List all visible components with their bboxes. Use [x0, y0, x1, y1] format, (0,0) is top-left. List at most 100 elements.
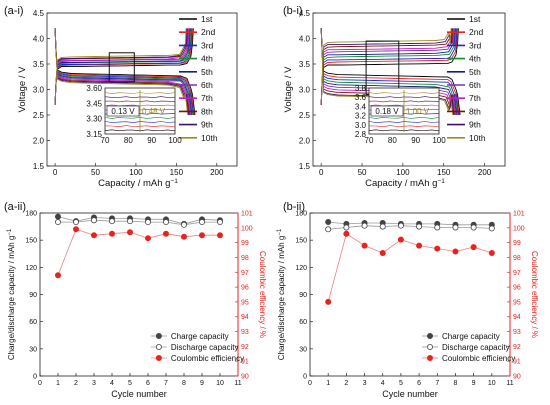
series-line	[328, 221, 492, 226]
legend-label: 2nd	[201, 27, 215, 37]
inset-y-tick-label: 3.8	[355, 84, 367, 93]
x-tick-label: 50	[91, 168, 100, 177]
legend-swatch-marker	[426, 332, 433, 339]
data-point	[216, 232, 223, 239]
data-point	[55, 272, 62, 279]
charge-curve	[320, 28, 454, 105]
y-right-axis-label: Coulombic efficiency / %	[258, 251, 267, 338]
data-point	[144, 235, 151, 242]
charge-curve	[320, 28, 458, 105]
legend-label: 5th	[201, 67, 213, 77]
x-tick-label: 10	[488, 380, 496, 387]
data-point	[452, 248, 459, 255]
data-point	[127, 218, 134, 225]
data-point	[361, 222, 368, 229]
y-right-tick-label: 99	[241, 240, 249, 247]
x-tick-label: 50	[358, 168, 367, 177]
y-tick-label: 4.5	[33, 9, 45, 18]
y-tick-label: 3.0	[299, 86, 311, 95]
x-tick-label: 7	[435, 380, 439, 387]
data-point	[488, 225, 495, 232]
inset-x-tick-label: 80	[388, 136, 397, 145]
legend-label: 7th	[469, 93, 481, 103]
x-axis-label: Capacity / mAh g−1	[98, 178, 178, 189]
charge-curve	[54, 28, 193, 105]
y-right-tick-label: 96	[241, 285, 249, 292]
y-tick-label: 1.5	[33, 162, 45, 171]
x-tick-label: 2	[74, 380, 78, 387]
data-point	[162, 230, 169, 237]
discharge-curve	[54, 28, 193, 116]
x-tick-label: 10	[216, 380, 224, 387]
legend-swatch-marker	[155, 343, 162, 350]
charge-curve	[54, 28, 194, 105]
y-tick-label: 2.5	[33, 111, 45, 120]
y-tick-label: 150	[25, 238, 37, 245]
x-tick-label: 2	[344, 380, 348, 387]
y-right-tick-label: 93	[241, 329, 249, 336]
data-point	[343, 224, 350, 231]
series-line	[57, 216, 221, 225]
legend-label: 6th	[469, 80, 481, 90]
data-point	[73, 219, 80, 226]
discharge-curve	[54, 28, 194, 116]
data-point	[379, 223, 386, 230]
y-axis-label: Voltage / V	[17, 66, 28, 113]
y-tick-label: 2.0	[299, 137, 311, 146]
charge-curve	[54, 28, 193, 105]
x-tick-label: 6	[146, 380, 150, 387]
data-point	[55, 219, 62, 226]
y-tick-label: 3.5	[33, 60, 45, 69]
y-tick-label: 120	[25, 265, 37, 272]
inset-y-tick-label: 3.6	[355, 93, 367, 102]
charge-curve	[320, 28, 457, 105]
y-right-tick-label: 97	[513, 270, 521, 277]
panel-label: (b-i)	[283, 5, 303, 17]
x-tick-label: 9	[472, 380, 476, 387]
data-point	[180, 233, 187, 240]
x-tick-label: 7	[164, 380, 168, 387]
x-tick-label: 6	[417, 380, 421, 387]
data-point	[416, 242, 423, 249]
inset-y-tick-label: 2.8	[355, 130, 367, 139]
y-tick-label: 3.5	[299, 60, 311, 69]
data-point	[180, 221, 187, 228]
x-axis-label-sup: −1	[437, 178, 445, 185]
inset-y-tick-label: 3.4	[355, 102, 367, 111]
cycling-panel-a-ii: 0 1 2 3 4 5 6 7 8 9 10 1103060901201501809091929394…	[7, 211, 267, 400]
discharge-curve	[54, 28, 191, 116]
legend-label: Charge capacity	[442, 332, 500, 341]
discharge-curve	[320, 28, 460, 116]
data-point	[55, 213, 62, 220]
y-tick-label: 30	[299, 346, 307, 353]
y-right-tick-label: 99	[513, 240, 521, 247]
legend-label: Discharge capacity	[442, 343, 510, 352]
legend-label: 4th	[469, 54, 481, 64]
y-axis-label: Charge/discharge capacity / mAh g−1	[7, 228, 16, 360]
x-tick-label: 11	[234, 380, 241, 387]
y-axis-label-sup: −1	[7, 228, 13, 236]
data-point	[470, 244, 477, 251]
charge-curve	[320, 28, 455, 105]
data-point	[452, 224, 459, 231]
legend-label: 9th	[201, 120, 213, 130]
data-point	[325, 226, 332, 233]
y-tick-label: 150	[295, 238, 307, 245]
inset-x-tick-label: 80	[124, 136, 133, 145]
legend-label: 6th	[201, 80, 213, 90]
inset-annotation: 0.18 V	[375, 107, 399, 116]
y-right-tick-label: 101	[513, 211, 525, 218]
series-line	[327, 233, 492, 303]
y-right-tick-label: 92	[241, 344, 249, 351]
charge-curve	[320, 28, 453, 105]
y-right-tick-label: 100	[513, 225, 525, 232]
inset-annotation-box	[106, 105, 140, 117]
y-tick-label: 120	[295, 265, 307, 272]
data-point	[162, 219, 169, 226]
charge-curve	[54, 28, 189, 105]
y-tick-label: 0	[33, 374, 37, 381]
data-point	[416, 223, 423, 230]
series-line	[328, 225, 492, 230]
inset-annotation: 0.13 V	[111, 107, 135, 116]
inset-y-tick-label: 3.30	[86, 115, 102, 124]
